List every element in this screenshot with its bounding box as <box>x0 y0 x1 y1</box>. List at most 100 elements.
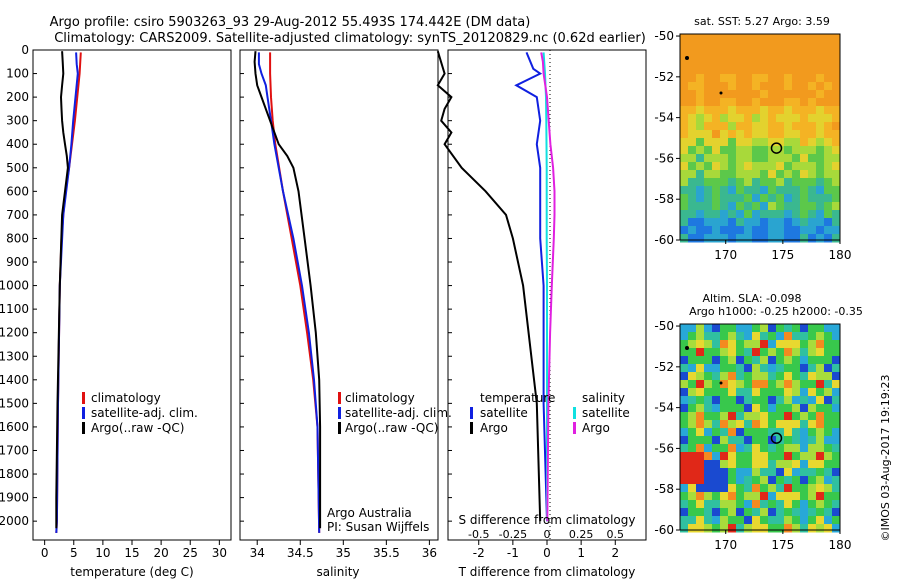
map-cell <box>760 146 769 155</box>
map-cell <box>760 420 769 429</box>
map-cell <box>824 50 833 59</box>
map-cell <box>680 98 689 107</box>
map-cell <box>736 500 745 509</box>
map-cell <box>768 114 777 123</box>
map-cell <box>768 106 777 115</box>
map-cell <box>720 178 729 187</box>
map-cell <box>760 524 769 533</box>
map-cell <box>776 404 785 413</box>
map-cell <box>736 452 745 461</box>
y-tick-label: 2000 <box>0 514 29 528</box>
map-cell <box>784 340 793 349</box>
map-cell <box>688 476 697 485</box>
map-cell <box>800 468 809 477</box>
map-cell <box>744 380 753 389</box>
map-cell <box>824 460 833 469</box>
map-cell <box>728 82 737 91</box>
map-cell <box>792 340 801 349</box>
map-cell <box>728 58 737 67</box>
map-cell <box>704 226 713 235</box>
map-cell <box>728 170 737 179</box>
map-cell <box>760 332 769 341</box>
map-cell <box>720 130 729 139</box>
sst-map-x-ticks: 170 175 180 <box>714 240 851 262</box>
map-cell <box>744 58 753 67</box>
map-cell <box>752 348 761 357</box>
map-cell <box>768 170 777 179</box>
map-cell <box>752 170 761 179</box>
map-cell <box>792 420 801 429</box>
map-cell <box>800 138 809 147</box>
map-cell <box>808 34 817 43</box>
map-cell <box>800 476 809 485</box>
map-cell <box>752 50 761 59</box>
map-cell <box>776 74 785 83</box>
map-cell <box>768 500 777 509</box>
map-cell <box>696 114 705 123</box>
map-cell <box>720 162 729 171</box>
map-cell <box>824 500 833 509</box>
map-cell <box>792 396 801 405</box>
map-cell <box>808 74 817 83</box>
difference-legend-swatch-temp-sat <box>470 407 473 419</box>
map-cell <box>696 122 705 131</box>
map-cell <box>768 428 777 437</box>
map-cell <box>792 186 801 195</box>
map-cell <box>720 492 729 501</box>
map-cell <box>808 202 817 211</box>
map-cell <box>704 186 713 195</box>
map-cell <box>696 170 705 179</box>
map-cell <box>712 492 721 501</box>
map-cell <box>800 508 809 517</box>
map-cell <box>752 436 761 445</box>
map-cell <box>776 332 785 341</box>
map-cell <box>688 210 697 219</box>
map-cell <box>704 412 713 421</box>
map-cell <box>768 452 777 461</box>
map-cell <box>744 154 753 163</box>
map-cell <box>800 452 809 461</box>
map-cell <box>712 218 721 227</box>
map-cell <box>816 460 825 469</box>
map-cell <box>768 210 777 219</box>
map-cell <box>720 42 729 51</box>
map-cell <box>800 34 809 43</box>
top-scale-label: 0.5 <box>607 528 625 541</box>
map-cell <box>800 82 809 91</box>
map-cell <box>720 138 729 147</box>
map-cell <box>816 98 825 107</box>
map-cell <box>744 428 753 437</box>
map-cell <box>744 492 753 501</box>
map-cell <box>832 340 841 349</box>
map-cell <box>768 396 777 405</box>
map-cell <box>728 412 737 421</box>
y-tick-label: 200 <box>6 90 29 104</box>
map-cell <box>696 58 705 67</box>
map-cell <box>720 146 729 155</box>
map-cell <box>808 444 817 453</box>
map-cell <box>784 428 793 437</box>
map-cell <box>736 372 745 381</box>
map-cell <box>744 34 753 43</box>
map-cell <box>736 170 745 179</box>
map-cell <box>680 202 689 211</box>
map-cell <box>736 154 745 163</box>
map-cell <box>832 226 841 235</box>
map-cell <box>824 444 833 453</box>
map-cell <box>712 436 721 445</box>
map-y-tick-label: -50 <box>654 29 674 43</box>
map-cell <box>696 348 705 357</box>
x-tick-label: 1 <box>577 546 585 560</box>
map-cell <box>680 444 689 453</box>
map-cell <box>696 186 705 195</box>
map-cell <box>832 396 841 405</box>
map-cell <box>720 202 729 211</box>
map-cell <box>800 194 809 203</box>
salinity-annotation-line2: PI: Susan Wijffels <box>327 520 429 534</box>
map-cell <box>808 436 817 445</box>
sst-map-float-dot <box>685 56 689 60</box>
map-cell <box>760 194 769 203</box>
map-cell <box>784 74 793 83</box>
map-cell <box>728 74 737 83</box>
